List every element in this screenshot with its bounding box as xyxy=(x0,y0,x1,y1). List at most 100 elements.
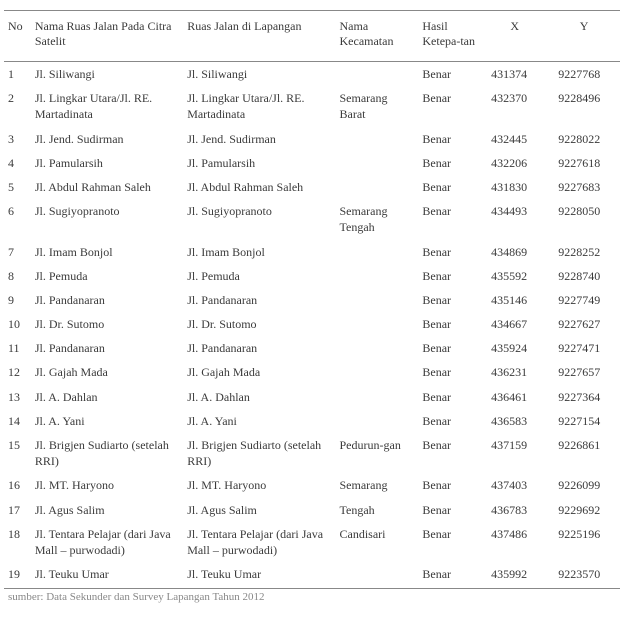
table-row: 17Jl. Agus SalimJl. Agus SalimTengahBena… xyxy=(4,498,620,522)
cell-kec: Semarang Tengah xyxy=(336,199,419,239)
table-row: 12Jl. Gajah MadaJl. Gajah MadaBenar43623… xyxy=(4,360,620,384)
cell-citra: Jl. Abdul Rahman Saleh xyxy=(31,175,183,199)
cell-lap: Jl. Sugiyopranoto xyxy=(183,199,335,239)
cell-kec: Semarang xyxy=(336,473,419,497)
table-row: 18Jl. Tentara Pelajar (dari Java Mall – … xyxy=(4,522,620,562)
table-row: 13Jl. A. DahlanJl. A. DahlanBenar4364619… xyxy=(4,385,620,409)
cell-x: 437486 xyxy=(481,522,548,562)
cell-no: 17 xyxy=(4,498,31,522)
cell-lap: Jl. Pemuda xyxy=(183,264,335,288)
cell-lap: Jl. Pamularsih xyxy=(183,151,335,175)
cell-lap: Jl. Gajah Mada xyxy=(183,360,335,384)
cell-hasil: Benar xyxy=(418,312,481,336)
cell-y: 9229692 xyxy=(548,498,620,522)
cell-lap: Jl. A. Dahlan xyxy=(183,385,335,409)
cell-y: 9228496 xyxy=(548,86,620,126)
col-header-x: X xyxy=(481,11,548,62)
col-header-citra: Nama Ruas Jalan Pada Citra Satelit xyxy=(31,11,183,62)
cell-hasil: Benar xyxy=(418,473,481,497)
cell-y: 9226099 xyxy=(548,473,620,497)
cell-kec xyxy=(336,312,419,336)
cell-hasil: Benar xyxy=(418,498,481,522)
cell-hasil: Benar xyxy=(418,175,481,199)
cell-hasil: Benar xyxy=(418,127,481,151)
cell-no: 4 xyxy=(4,151,31,175)
cell-citra: Jl. Jend. Sudirman xyxy=(31,127,183,151)
cell-x: 435146 xyxy=(481,288,548,312)
cell-lap: Jl. Siliwangi xyxy=(183,62,335,87)
cell-lap: Jl. Pandanaran xyxy=(183,288,335,312)
cell-no: 2 xyxy=(4,86,31,126)
cell-hasil: Benar xyxy=(418,288,481,312)
col-header-no: No xyxy=(4,11,31,62)
source-note: sumber: Data Sekunder dan Survey Lapanga… xyxy=(4,588,620,603)
cell-lap: Jl. Teuku Umar xyxy=(183,562,335,586)
cell-x: 432206 xyxy=(481,151,548,175)
cell-hasil: Benar xyxy=(418,360,481,384)
cell-kec: Pedurun-gan xyxy=(336,433,419,473)
cell-kec xyxy=(336,264,419,288)
cell-citra: Jl. Pamularsih xyxy=(31,151,183,175)
cell-citra: Jl. Agus Salim xyxy=(31,498,183,522)
cell-x: 434493 xyxy=(481,199,548,239)
cell-no: 18 xyxy=(4,522,31,562)
table-row: 11Jl. PandanaranJl. PandanaranBenar43592… xyxy=(4,336,620,360)
cell-y: 9227749 xyxy=(548,288,620,312)
cell-y: 9223570 xyxy=(548,562,620,586)
col-header-kecamatan: Nama Kecamatan xyxy=(336,11,419,62)
cell-kec xyxy=(336,127,419,151)
cell-hasil: Benar xyxy=(418,199,481,239)
table-row: 3Jl. Jend. SudirmanJl. Jend. SudirmanBen… xyxy=(4,127,620,151)
cell-y: 9228022 xyxy=(548,127,620,151)
cell-x: 435992 xyxy=(481,562,548,586)
table-row: 15Jl. Brigjen Sudiarto (setelah RRI)Jl. … xyxy=(4,433,620,473)
cell-no: 3 xyxy=(4,127,31,151)
cell-citra: Jl. Pandanaran xyxy=(31,288,183,312)
cell-citra: Jl. Imam Bonjol xyxy=(31,240,183,264)
cell-no: 8 xyxy=(4,264,31,288)
table-body: 1Jl. SiliwangiJl. SiliwangiBenar43137492… xyxy=(4,62,620,587)
table-row: 10Jl. Dr. SutomoJl. Dr. SutomoBenar43466… xyxy=(4,312,620,336)
cell-no: 15 xyxy=(4,433,31,473)
cell-kec xyxy=(336,288,419,312)
table-row: 9Jl. PandanaranJl. PandanaranBenar435146… xyxy=(4,288,620,312)
cell-lap: Jl. Jend. Sudirman xyxy=(183,127,335,151)
cell-kec xyxy=(336,385,419,409)
cell-x: 435592 xyxy=(481,264,548,288)
cell-y: 9227471 xyxy=(548,336,620,360)
table-row: 6Jl. SugiyopranotoJl. SugiyopranotoSemar… xyxy=(4,199,620,239)
cell-x: 436583 xyxy=(481,409,548,433)
cell-no: 1 xyxy=(4,62,31,87)
cell-x: 436783 xyxy=(481,498,548,522)
cell-citra: Jl. Dr. Sutomo xyxy=(31,312,183,336)
table-row: 5Jl. Abdul Rahman SalehJl. Abdul Rahman … xyxy=(4,175,620,199)
cell-lap: Jl. Agus Salim xyxy=(183,498,335,522)
cell-hasil: Benar xyxy=(418,86,481,126)
cell-x: 436461 xyxy=(481,385,548,409)
cell-hasil: Benar xyxy=(418,264,481,288)
table-row: 4Jl. PamularsihJl. PamularsihBenar432206… xyxy=(4,151,620,175)
cell-hasil: Benar xyxy=(418,336,481,360)
cell-citra: Jl. A. Yani xyxy=(31,409,183,433)
table-row: 14Jl. A. YaniJl. A. YaniBenar43658392271… xyxy=(4,409,620,433)
cell-x: 431830 xyxy=(481,175,548,199)
table-row: 7Jl. Imam BonjolJl. Imam BonjolBenar4348… xyxy=(4,240,620,264)
cell-hasil: Benar xyxy=(418,562,481,586)
cell-no: 9 xyxy=(4,288,31,312)
cell-kec xyxy=(336,360,419,384)
cell-kec xyxy=(336,240,419,264)
cell-citra: Jl. A. Dahlan xyxy=(31,385,183,409)
cell-kec xyxy=(336,175,419,199)
cell-lap: Jl. Imam Bonjol xyxy=(183,240,335,264)
cell-citra: Jl. MT. Haryono xyxy=(31,473,183,497)
cell-kec: Semarang Barat xyxy=(336,86,419,126)
cell-x: 434667 xyxy=(481,312,548,336)
cell-x: 432445 xyxy=(481,127,548,151)
table-row: 19Jl. Teuku UmarJl. Teuku UmarBenar43599… xyxy=(4,562,620,586)
cell-y: 9228252 xyxy=(548,240,620,264)
cell-y: 9228740 xyxy=(548,264,620,288)
cell-hasil: Benar xyxy=(418,62,481,87)
cell-citra: Jl. Gajah Mada xyxy=(31,360,183,384)
cell-lap: Jl. Abdul Rahman Saleh xyxy=(183,175,335,199)
cell-x: 436231 xyxy=(481,360,548,384)
